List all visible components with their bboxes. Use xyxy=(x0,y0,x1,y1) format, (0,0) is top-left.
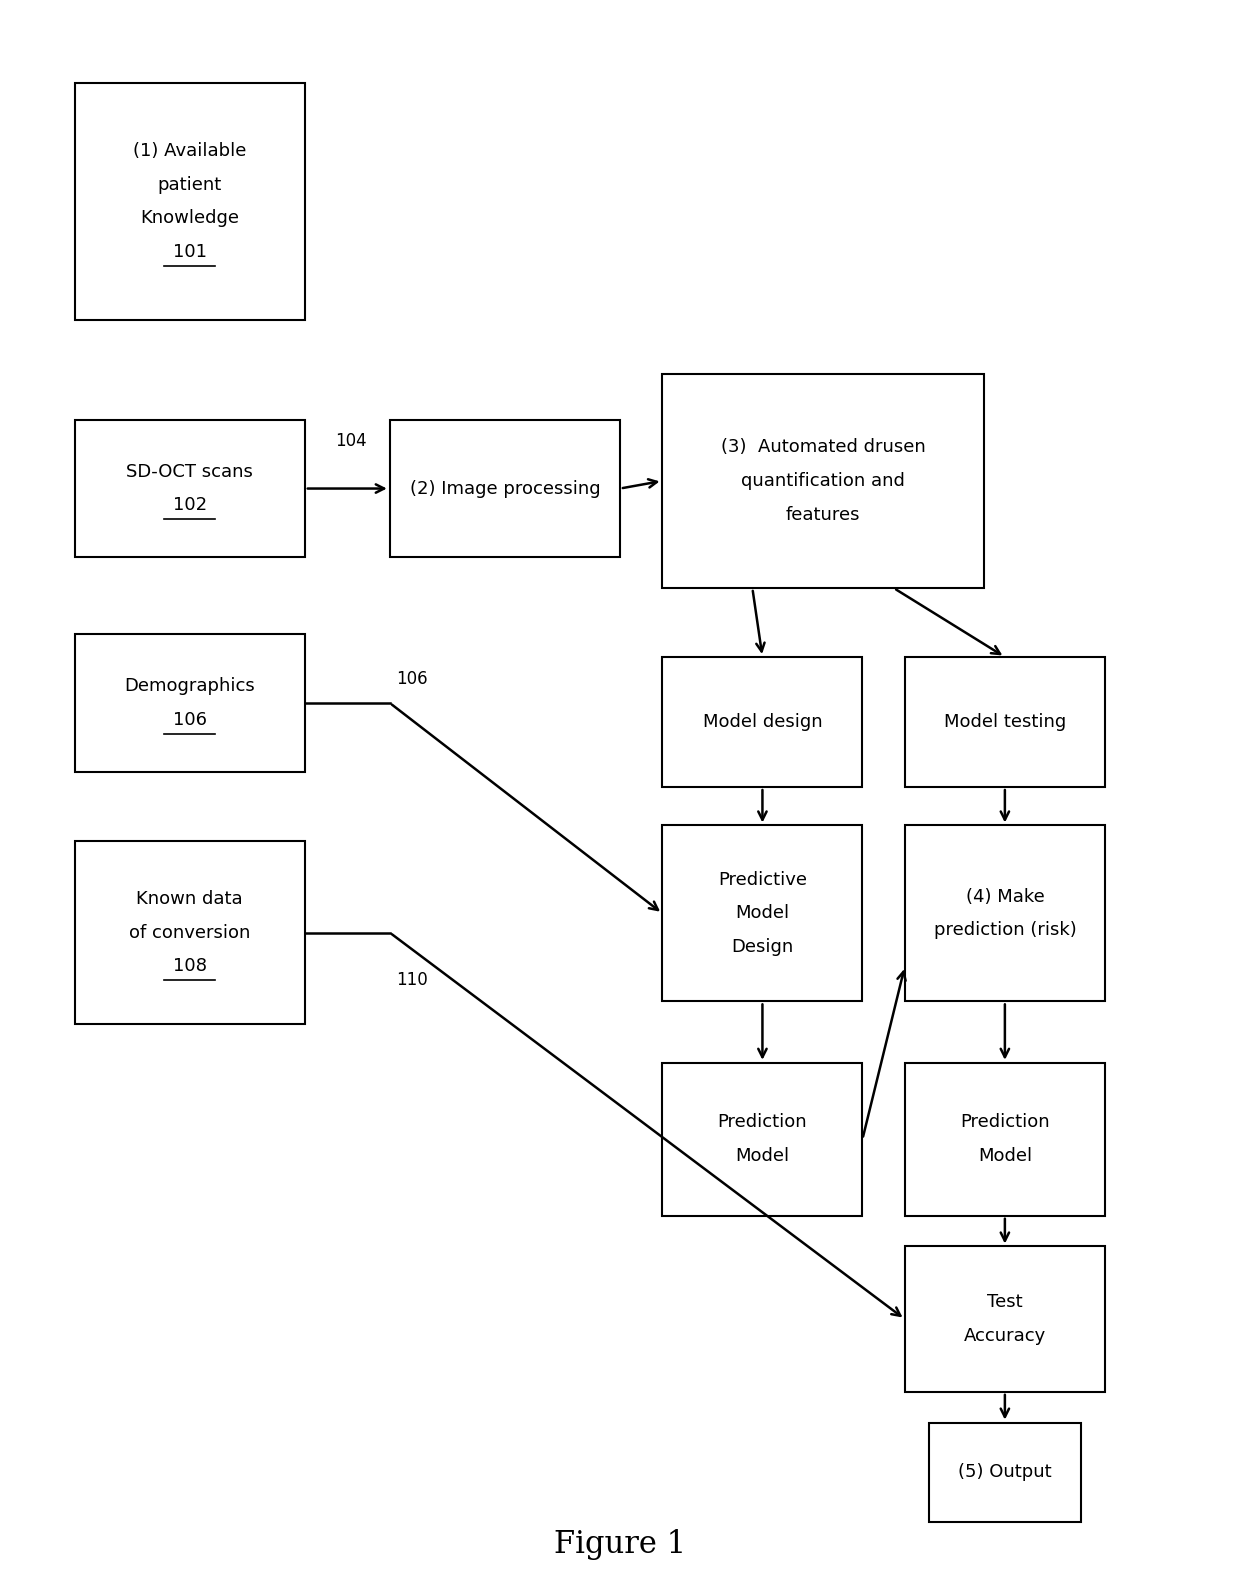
Text: Known data: Known data xyxy=(136,889,243,908)
Text: Prediction: Prediction xyxy=(718,1114,807,1131)
Text: 108: 108 xyxy=(172,957,207,976)
Bar xyxy=(662,374,983,588)
Text: Figure 1: Figure 1 xyxy=(554,1529,686,1560)
Bar xyxy=(905,657,1105,787)
Text: patient: patient xyxy=(157,176,222,193)
Bar xyxy=(905,1246,1105,1392)
Bar xyxy=(905,1062,1105,1216)
Bar xyxy=(929,1422,1080,1522)
Bar xyxy=(905,825,1105,1001)
Text: Predictive: Predictive xyxy=(718,870,807,889)
Text: Test: Test xyxy=(987,1293,1023,1312)
Text: Model design: Model design xyxy=(703,713,822,731)
Text: (1) Available: (1) Available xyxy=(133,141,247,160)
Text: 104: 104 xyxy=(335,432,367,451)
Text: Design: Design xyxy=(732,938,794,957)
Text: Prediction: Prediction xyxy=(960,1114,1050,1131)
Text: Model testing: Model testing xyxy=(944,713,1066,731)
Text: SD-OCT scans: SD-OCT scans xyxy=(126,463,253,481)
Text: Model: Model xyxy=(735,1147,790,1166)
Bar xyxy=(74,419,305,558)
Text: 102: 102 xyxy=(172,496,207,514)
Bar xyxy=(662,825,863,1001)
Text: prediction (risk): prediction (risk) xyxy=(934,921,1076,939)
Text: Knowledge: Knowledge xyxy=(140,209,239,228)
Text: 110: 110 xyxy=(396,971,428,988)
Text: (4) Make: (4) Make xyxy=(966,888,1044,905)
Text: Model: Model xyxy=(978,1147,1032,1166)
Text: (2) Image processing: (2) Image processing xyxy=(409,479,600,498)
Text: quantification and: quantification and xyxy=(742,471,905,490)
Bar xyxy=(389,419,620,558)
Text: Model: Model xyxy=(735,905,790,922)
Text: of conversion: of conversion xyxy=(129,924,250,941)
Bar xyxy=(74,840,305,1024)
Text: 101: 101 xyxy=(172,244,207,261)
Bar xyxy=(74,83,305,320)
Bar xyxy=(74,635,305,771)
Text: 106: 106 xyxy=(172,710,207,729)
Text: Accuracy: Accuracy xyxy=(963,1327,1047,1345)
Text: (3)  Automated drusen: (3) Automated drusen xyxy=(720,438,925,456)
Bar xyxy=(662,657,863,787)
Text: features: features xyxy=(786,506,861,523)
Bar xyxy=(662,1062,863,1216)
Text: 106: 106 xyxy=(396,669,428,688)
Text: Demographics: Demographics xyxy=(124,677,255,694)
Text: (5) Output: (5) Output xyxy=(959,1463,1052,1481)
